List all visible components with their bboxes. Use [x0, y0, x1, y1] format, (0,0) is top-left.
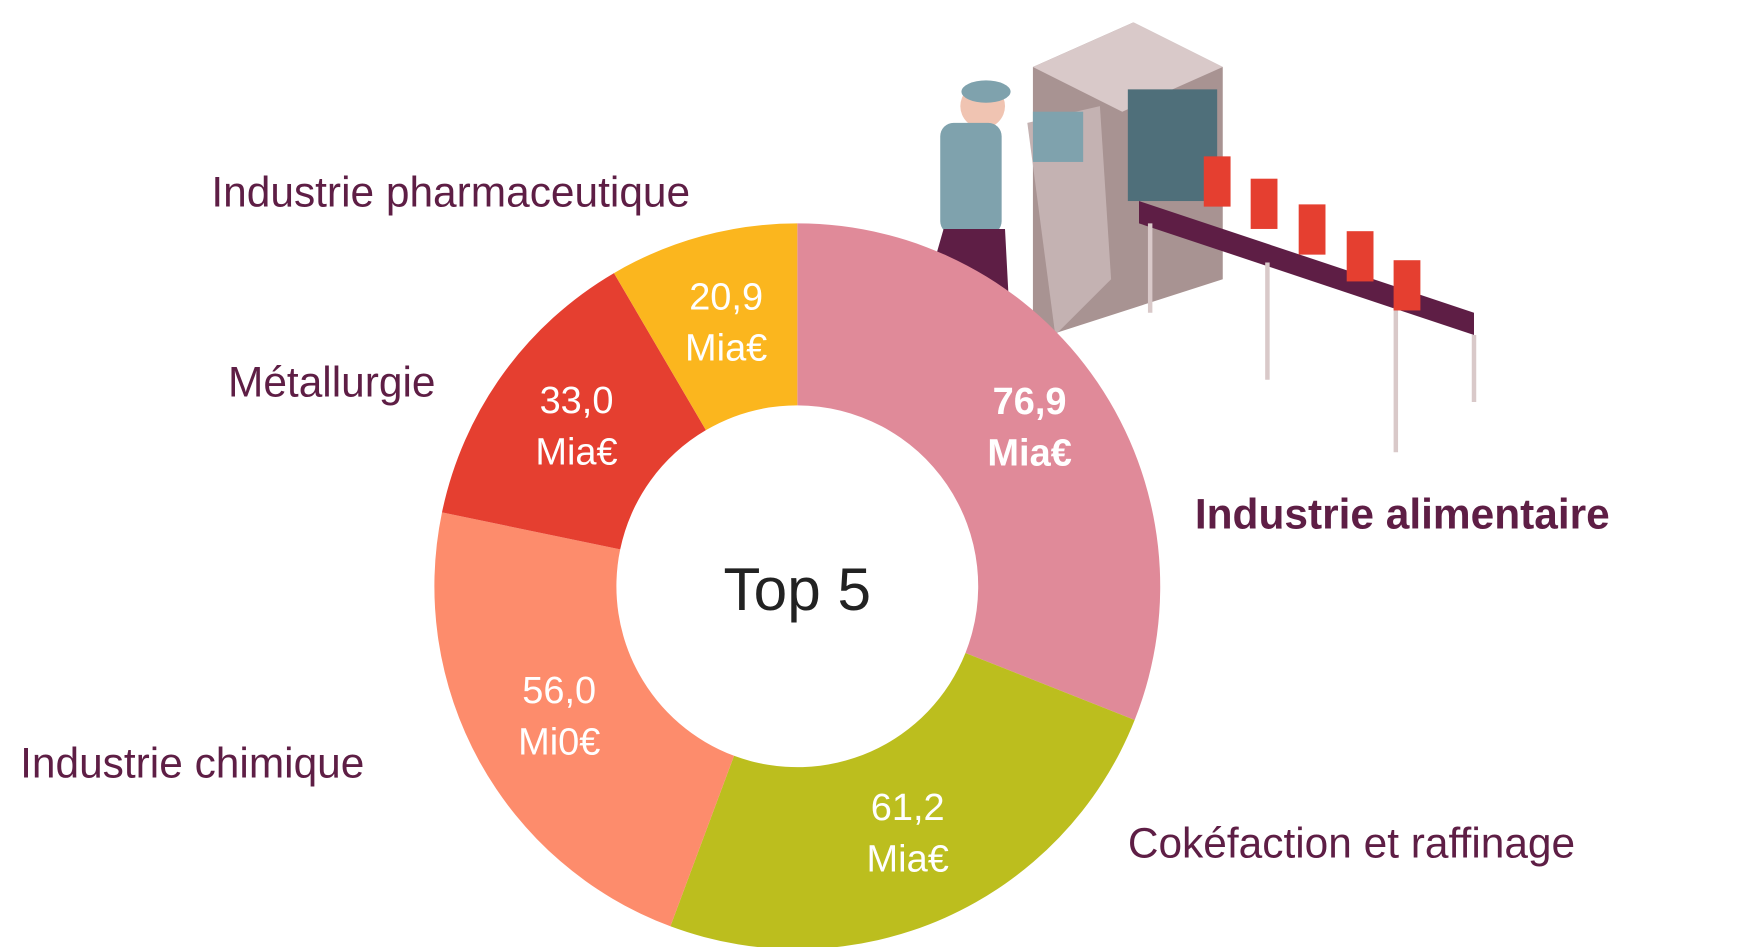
category-label: Industrie pharmaceutique	[211, 169, 690, 216]
value-unit: Mia€	[685, 328, 767, 370]
value-label: 20,9	[689, 276, 763, 318]
value-unit: Mi0€	[518, 721, 600, 763]
category-label: Métallurgie	[228, 358, 436, 405]
category-label: Industrie alimentaire	[1195, 490, 1610, 537]
value-label: 76,9	[993, 381, 1067, 423]
donut	[434, 223, 1161, 947]
slice	[797, 223, 1161, 721]
value-label: 61,2	[871, 787, 945, 829]
slice	[613, 223, 798, 431]
value-unit: Mia€	[987, 432, 1071, 474]
category-label: Cokéfaction et raffinage	[1128, 820, 1575, 867]
slice	[670, 652, 1135, 947]
slice	[441, 273, 706, 550]
value-unit: Mia€	[867, 839, 949, 881]
illustration	[921, 22, 1477, 453]
slice	[434, 512, 735, 927]
value-label: 56,0	[522, 670, 596, 712]
category-label: Industrie chimique	[20, 739, 364, 786]
center-label: Top 5	[724, 555, 872, 623]
value-label: 33,0	[540, 380, 614, 422]
value-unit: Mia€	[535, 431, 617, 473]
